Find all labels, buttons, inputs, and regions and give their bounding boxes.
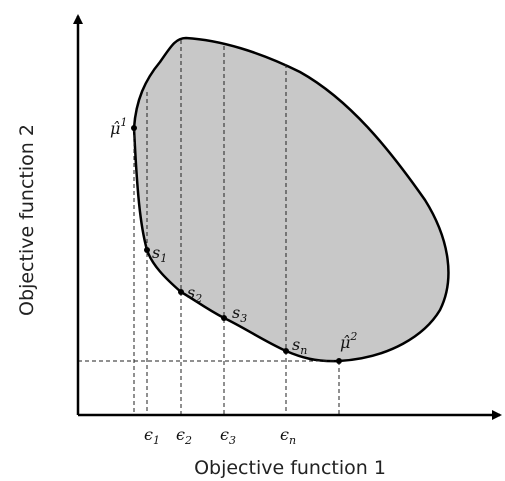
- epsilon-label: ϵn: [280, 425, 296, 447]
- point-label: s3: [232, 303, 247, 325]
- y-axis-label: Objective function 2: [16, 124, 38, 316]
- point-label: sn: [292, 335, 307, 357]
- feasible-region: [132, 36, 450, 363]
- point-label: μ̂1: [110, 116, 127, 138]
- point-label: s2: [187, 283, 202, 305]
- x-axis-label: Objective function 1: [194, 457, 386, 479]
- point-label: s1: [152, 243, 167, 265]
- guides: [78, 40, 340, 415]
- point-label: μ̂2: [340, 330, 357, 352]
- epsilon-label: ϵ1: [144, 425, 160, 447]
- epsilon-label: ϵ2: [176, 425, 192, 447]
- epsilon-label: ϵ3: [220, 425, 236, 447]
- point-dots: [131, 125, 342, 364]
